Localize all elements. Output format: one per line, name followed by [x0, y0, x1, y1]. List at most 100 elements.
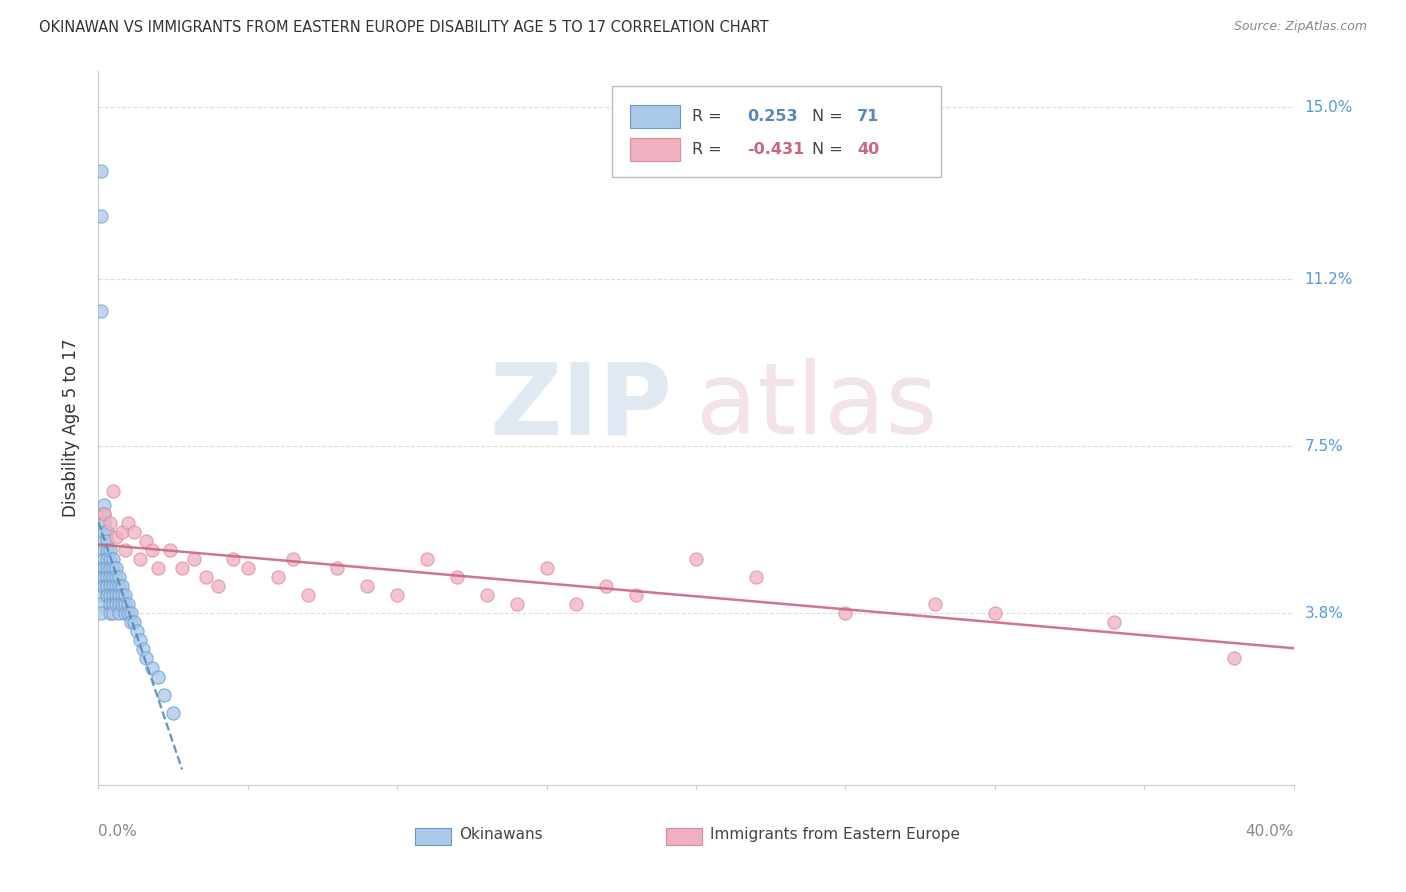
Point [93, 579, 115, 593]
Point [416, 552, 439, 566]
Text: 0.253: 0.253 [748, 109, 799, 124]
Point [98, 552, 122, 566]
Text: 11.2%: 11.2% [1305, 272, 1353, 286]
Point [536, 561, 558, 575]
Point [565, 597, 588, 611]
Point [984, 607, 1007, 621]
Point [595, 579, 617, 593]
Point [114, 588, 136, 602]
Point [93, 507, 115, 521]
Point [105, 588, 128, 602]
Point [129, 633, 152, 648]
Point [114, 607, 136, 621]
Point [834, 607, 856, 621]
FancyBboxPatch shape [630, 138, 681, 161]
Text: R =: R = [692, 109, 727, 124]
Point [132, 642, 155, 657]
Point [96, 534, 118, 549]
Point [98, 607, 122, 621]
Point [120, 615, 142, 630]
Point [141, 660, 163, 674]
Point [111, 588, 134, 602]
Point [120, 607, 142, 621]
Point [326, 561, 349, 575]
Point [103, 579, 125, 593]
Point [93, 570, 115, 584]
Point [96, 561, 118, 575]
Point [111, 597, 134, 611]
Point [98, 570, 122, 584]
Point [162, 706, 184, 720]
Point [111, 579, 134, 593]
Point [105, 597, 128, 611]
Text: Source: ZipAtlas.com: Source: ZipAtlas.com [1233, 20, 1367, 33]
Point [385, 588, 409, 602]
Point [108, 607, 131, 621]
Point [114, 543, 136, 558]
Point [96, 543, 118, 558]
Point [111, 524, 134, 539]
Point [297, 588, 319, 602]
Point [159, 543, 181, 558]
Text: -0.431: -0.431 [748, 143, 804, 157]
Point [90, 163, 112, 178]
Text: N =: N = [811, 143, 848, 157]
FancyBboxPatch shape [666, 828, 702, 845]
FancyBboxPatch shape [613, 86, 941, 177]
Text: atlas: atlas [696, 359, 938, 455]
Text: 0.0%: 0.0% [98, 824, 138, 839]
FancyBboxPatch shape [415, 828, 451, 845]
Point [1104, 615, 1126, 630]
Point [475, 588, 498, 602]
Point [90, 607, 112, 621]
FancyBboxPatch shape [630, 105, 681, 128]
Text: N =: N = [811, 109, 848, 124]
Point [129, 552, 152, 566]
Point [103, 552, 125, 566]
Point [506, 597, 529, 611]
Point [114, 597, 136, 611]
Point [124, 615, 146, 630]
Point [93, 507, 115, 521]
Point [93, 552, 115, 566]
Point [93, 561, 115, 575]
Point [96, 588, 118, 602]
Point [90, 303, 112, 318]
Point [108, 588, 131, 602]
Point [90, 570, 112, 584]
Point [93, 516, 115, 530]
Point [924, 597, 946, 611]
Point [117, 597, 139, 611]
Point [98, 588, 122, 602]
Point [96, 524, 118, 539]
Point [148, 561, 170, 575]
Point [141, 543, 163, 558]
Point [626, 588, 648, 602]
Point [103, 561, 125, 575]
Point [745, 570, 768, 584]
Point [93, 543, 115, 558]
Text: 71: 71 [858, 109, 880, 124]
Point [1223, 651, 1246, 665]
Point [93, 534, 115, 549]
Point [98, 561, 122, 575]
Point [96, 579, 118, 593]
Point [90, 579, 112, 593]
Point [153, 688, 176, 702]
Point [105, 530, 128, 544]
Point [103, 484, 125, 499]
Point [98, 516, 122, 530]
Point [90, 597, 112, 611]
Point [127, 624, 149, 639]
Point [108, 570, 131, 584]
Point [172, 561, 194, 575]
Point [207, 579, 229, 593]
Point [90, 209, 112, 223]
Point [117, 607, 139, 621]
Point [108, 579, 131, 593]
Point [267, 570, 290, 584]
Text: 3.8%: 3.8% [1305, 606, 1344, 621]
Y-axis label: Disability Age 5 to 17: Disability Age 5 to 17 [62, 339, 80, 517]
Point [685, 552, 707, 566]
Point [96, 552, 118, 566]
